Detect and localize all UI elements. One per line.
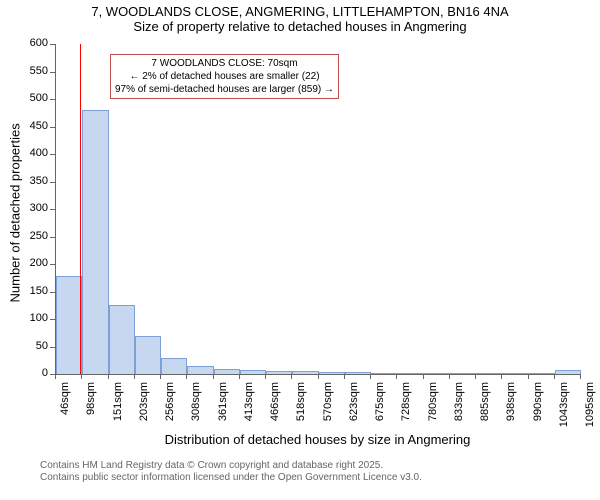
x-tick	[55, 374, 56, 379]
histogram-bar	[371, 373, 397, 374]
histogram-bar	[56, 276, 82, 374]
y-tick-label: 100	[20, 312, 48, 324]
y-tick-label: 150	[20, 285, 48, 297]
x-tick-label: 728sqm	[400, 382, 412, 432]
y-tick-label: 500	[20, 92, 48, 104]
x-tick	[186, 374, 187, 379]
x-tick-label: 1095sqm	[584, 382, 596, 432]
y-tick	[50, 347, 55, 348]
x-tick-label: 98sqm	[85, 382, 97, 432]
x-tick	[528, 374, 529, 379]
info-line-1: 7 WOODLANDS CLOSE: 70sqm	[115, 57, 334, 70]
y-tick-label: 50	[20, 340, 48, 352]
chart-subtitle: Size of property relative to detached ho…	[0, 19, 600, 34]
x-tick-label: 938sqm	[505, 382, 517, 432]
y-tick	[50, 264, 55, 265]
y-tick	[50, 182, 55, 183]
x-tick	[370, 374, 371, 379]
x-tick-label: 780sqm	[427, 382, 439, 432]
x-tick	[291, 374, 292, 379]
x-tick-label: 518sqm	[295, 382, 307, 432]
chart-title: 7, WOODLANDS CLOSE, ANGMERING, LITTLEHAM…	[0, 0, 600, 19]
x-tick	[554, 374, 555, 379]
y-tick-label: 450	[20, 120, 48, 132]
x-tick-label: 675sqm	[374, 382, 386, 432]
x-tick-label: 256sqm	[164, 382, 176, 432]
info-line-3: 97% of semi-detached houses are larger (…	[115, 83, 334, 96]
x-tick	[108, 374, 109, 379]
histogram-bar	[345, 372, 371, 374]
x-tick-label: 833sqm	[453, 382, 465, 432]
x-tick-label: 361sqm	[217, 382, 229, 432]
histogram-bar	[424, 373, 450, 374]
y-tick-label: 0	[20, 367, 48, 379]
x-tick-label: 990sqm	[532, 382, 544, 432]
x-tick	[423, 374, 424, 379]
x-tick	[475, 374, 476, 379]
histogram-bar	[214, 369, 240, 375]
footer-line-2: Contains public sector information licen…	[40, 472, 422, 484]
x-tick-label: 413sqm	[243, 382, 255, 432]
histogram-bar	[240, 370, 266, 374]
x-tick	[501, 374, 502, 379]
x-tick	[344, 374, 345, 379]
y-tick	[50, 154, 55, 155]
info-line-2: ← 2% of detached houses are smaller (22)	[115, 70, 334, 83]
y-tick	[50, 237, 55, 238]
x-tick-label: 151sqm	[112, 382, 124, 432]
y-tick-label: 300	[20, 202, 48, 214]
histogram-bar	[555, 370, 581, 374]
y-tick-label: 400	[20, 147, 48, 159]
y-tick-label: 200	[20, 257, 48, 269]
histogram-bar	[187, 366, 213, 374]
footer-text: Contains HM Land Registry data © Crown c…	[40, 460, 422, 484]
histogram-bar	[450, 373, 476, 374]
y-tick	[50, 72, 55, 73]
chart-container: 7, WOODLANDS CLOSE, ANGMERING, LITTLEHAM…	[0, 0, 600, 500]
y-tick-label: 350	[20, 175, 48, 187]
x-tick-label: 46sqm	[59, 382, 71, 432]
x-tick	[318, 374, 319, 379]
x-tick-label: 885sqm	[479, 382, 491, 432]
histogram-bar	[82, 110, 108, 374]
x-tick-label: 466sqm	[269, 382, 281, 432]
x-tick	[213, 374, 214, 379]
histogram-bar	[109, 305, 135, 374]
x-tick	[239, 374, 240, 379]
y-tick-label: 250	[20, 230, 48, 242]
x-tick-label: 203sqm	[138, 382, 150, 432]
y-tick	[50, 127, 55, 128]
x-axis-label: Distribution of detached houses by size …	[55, 432, 580, 447]
x-tick	[396, 374, 397, 379]
histogram-bar	[135, 336, 161, 375]
property-marker-line	[80, 44, 81, 374]
y-tick-label: 600	[20, 37, 48, 49]
histogram-bar	[502, 373, 528, 374]
y-tick	[50, 319, 55, 320]
footer-line-1: Contains HM Land Registry data © Crown c…	[40, 460, 422, 472]
histogram-bar	[319, 372, 345, 374]
x-tick-label: 308sqm	[190, 382, 202, 432]
y-tick	[50, 292, 55, 293]
x-tick	[580, 374, 581, 379]
x-tick	[81, 374, 82, 379]
info-box: 7 WOODLANDS CLOSE: 70sqm ← 2% of detache…	[110, 54, 339, 99]
histogram-bar	[266, 371, 292, 374]
x-tick-label: 1043sqm	[558, 382, 570, 432]
histogram-bar	[397, 373, 423, 374]
histogram-bar	[292, 371, 318, 374]
y-tick	[50, 44, 55, 45]
x-tick	[449, 374, 450, 379]
x-tick-label: 623sqm	[348, 382, 360, 432]
y-tick-label: 550	[20, 65, 48, 77]
histogram-bar	[529, 373, 555, 374]
x-tick	[134, 374, 135, 379]
x-tick-label: 570sqm	[322, 382, 334, 432]
histogram-bar	[476, 373, 502, 374]
x-tick	[265, 374, 266, 379]
y-tick	[50, 99, 55, 100]
histogram-bar	[161, 358, 187, 375]
x-tick	[160, 374, 161, 379]
y-tick	[50, 209, 55, 210]
